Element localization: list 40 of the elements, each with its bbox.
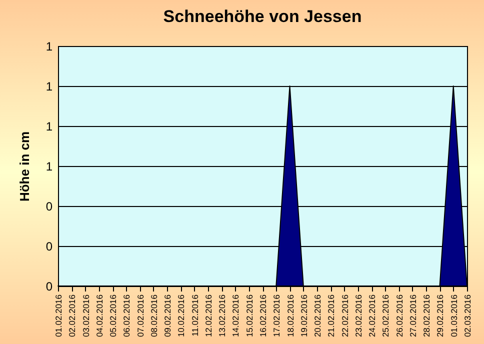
x-tick-label: 12.02.2016 xyxy=(203,294,214,338)
y-tick-label: 0 xyxy=(46,240,53,254)
x-tick-label: 22.02.2016 xyxy=(340,294,350,338)
x-tick-label: 06.02.2016 xyxy=(122,294,132,338)
x-tick-label: 09.02.2016 xyxy=(162,294,173,338)
x-tick-label: 21.02.2016 xyxy=(326,294,336,338)
x-tick-label: 27.02.2016 xyxy=(408,294,418,338)
x-tick-label: 01.02.2016 xyxy=(54,294,64,338)
x-tick-label: 04.02.2016 xyxy=(94,294,104,338)
y-tick-label: 0 xyxy=(46,280,53,294)
x-tick-label: 20.02.2016 xyxy=(312,294,323,338)
x-tick-label: 10.02.2016 xyxy=(176,294,186,338)
x-tick-label: 15.02.2016 xyxy=(244,294,254,338)
x-tick-label: 03.02.2016 xyxy=(80,294,91,338)
x-tick-label: 25.02.2016 xyxy=(380,294,391,338)
x-tick-label: 02.03.2016 xyxy=(462,294,472,338)
chart-title: Schneehöhe von Jessen xyxy=(163,7,362,26)
x-tick-label: 13.02.2016 xyxy=(217,294,228,338)
y-axis-title: Höhe in cm xyxy=(16,131,32,202)
x-tick-label: 07.02.2016 xyxy=(135,294,146,338)
y-tick-label: 1 xyxy=(46,40,53,54)
x-tick-label: 05.02.2016 xyxy=(108,294,118,338)
x-tick-label: 08.02.2016 xyxy=(148,294,159,338)
x-tick-label: 26.02.2016 xyxy=(394,294,404,338)
x-tick-label: 16.02.2016 xyxy=(258,294,268,338)
y-tick-label: 1 xyxy=(46,160,53,174)
x-tick-label: 24.02.2016 xyxy=(367,294,378,338)
x-tick-label: 01.03.2016 xyxy=(448,294,459,338)
x-tick-label: 28.02.2016 xyxy=(422,294,432,338)
x-tick-label: 11.02.2016 xyxy=(190,294,200,336)
y-tick-label: 1 xyxy=(46,80,53,94)
x-tick-label: 14.02.2016 xyxy=(230,294,241,338)
x-tick-label: 18.02.2016 xyxy=(285,294,296,338)
x-tick-label: 23.02.2016 xyxy=(353,294,364,338)
x-tick-label: 17.02.2016 xyxy=(272,294,282,338)
x-tick-label: 29.02.2016 xyxy=(435,294,446,338)
y-tick-label: 0 xyxy=(46,200,53,214)
x-tick-label: 02.02.2016 xyxy=(67,294,78,338)
y-tick-label: 1 xyxy=(46,120,53,134)
x-tick-label: 19.02.2016 xyxy=(298,294,309,338)
